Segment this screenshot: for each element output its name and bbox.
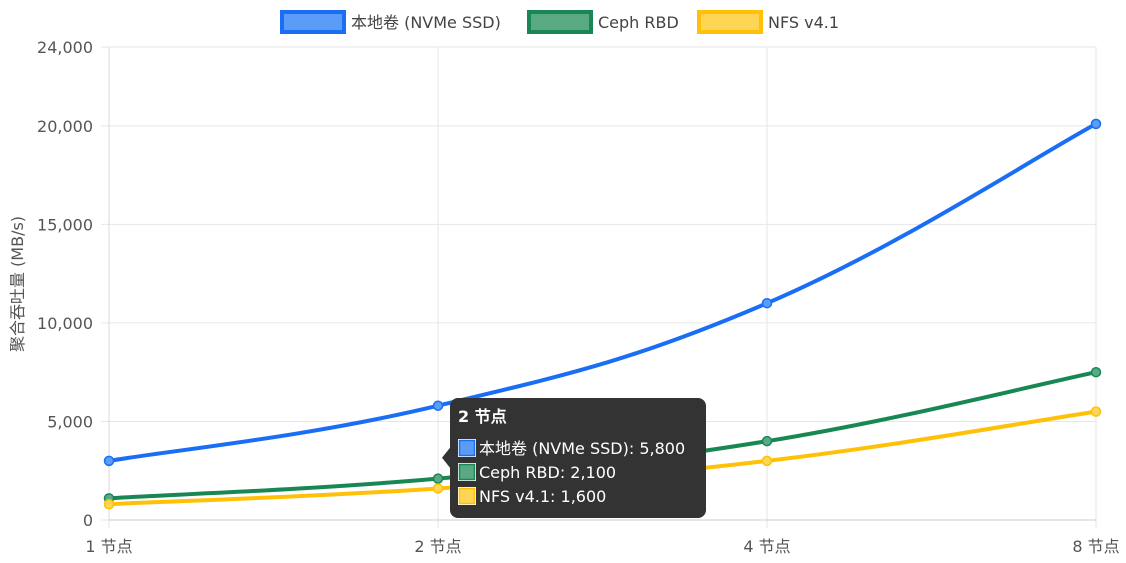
data-point[interactable]: [761, 435, 773, 447]
legend-item[interactable]: Ceph RBD: [527, 10, 679, 34]
tooltip-box: [450, 398, 706, 518]
data-point[interactable]: [761, 455, 773, 467]
x-tick-label: 2 节点: [414, 537, 461, 556]
y-axis-title: 聚合吞吐量 (MB/s): [8, 216, 27, 352]
legend-label: Ceph RBD: [598, 13, 679, 32]
y-axis-ticks: 0 5,000 10,000 15,000 20,000 24,000: [37, 38, 93, 530]
data-point[interactable]: [432, 400, 444, 411]
y-tick-label: 15,000: [37, 215, 93, 234]
y-tick-label: 24,000: [37, 38, 93, 57]
legend-label: NFS v4.1: [768, 13, 839, 32]
legend-label: 本地卷 (NVMe SSD): [351, 13, 501, 32]
data-point[interactable]: [103, 455, 115, 467]
legend[interactable]: 本地卷 (NVMe SSD) Ceph RBD NFS v4.1: [280, 10, 839, 34]
legend-swatch: [280, 10, 346, 34]
x-tick-label: 1 节点: [85, 537, 132, 556]
data-point[interactable]: [1090, 118, 1102, 130]
tooltip-swatch: [458, 439, 476, 457]
legend-swatch: [697, 10, 763, 34]
y-tick-label: 10,000: [37, 314, 93, 333]
tooltip-caret: [442, 447, 450, 468]
data-point[interactable]: [1090, 366, 1102, 378]
tooltip-swatch: [458, 487, 476, 505]
data-point[interactable]: [432, 473, 444, 484]
y-tick-label: 0: [83, 511, 93, 530]
x-axis-ticks: 1 节点 2 节点 4 节点 8 节点: [85, 537, 1119, 556]
x-tick-label: 8 节点: [1072, 537, 1119, 556]
tooltip-item: Ceph RBD: 2,100: [479, 463, 616, 482]
legend-item[interactable]: NFS v4.1: [697, 10, 839, 34]
series-line: [107, 121, 1098, 463]
tooltip-item: NFS v4.1: 1,600: [479, 487, 606, 506]
y-tick-label: 20,000: [37, 117, 93, 136]
series-0: [103, 118, 1102, 467]
data-point[interactable]: [103, 498, 115, 510]
tooltip-title: 2 节点: [458, 407, 507, 426]
tooltip-swatch: [458, 463, 476, 481]
axes: [108, 47, 1096, 521]
legend-item[interactable]: 本地卷 (NVMe SSD): [280, 10, 501, 34]
legend-swatch: [527, 10, 593, 34]
tooltip-item: 本地卷 (NVMe SSD): 5,800: [479, 439, 685, 458]
x-tick-label: 4 节点: [743, 537, 790, 556]
data-point[interactable]: [761, 297, 773, 309]
data-point[interactable]: [432, 483, 444, 494]
data-point[interactable]: [1090, 406, 1102, 417]
y-tick-label: 5,000: [47, 412, 93, 431]
